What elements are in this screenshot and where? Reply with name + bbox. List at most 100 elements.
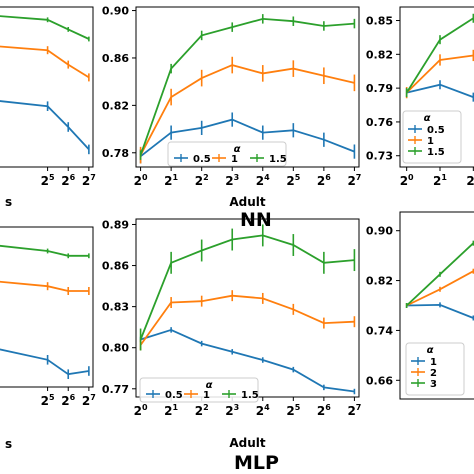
x-tick-label: 26 (317, 403, 331, 418)
row-title-mlp: MLP (234, 452, 279, 474)
chart-mlp-left: 25 26 27 s (0, 226, 96, 451)
series-line (0, 348, 90, 376)
x-tick-label: 26 (61, 173, 75, 188)
series-line (0, 45, 90, 79)
x-tick-label: 21 (164, 173, 178, 188)
x-tick-label: 25 (286, 173, 300, 188)
chart-nn-right: 0.73 0.76 0.79 0.82 0.85 20 21 22 α0.511.5 (366, 6, 474, 188)
y-tick-label: 0.86 (102, 260, 129, 273)
x-axis-label: Adult (229, 436, 266, 450)
x-tick-label: 21 (433, 173, 447, 188)
series-group (0, 244, 90, 379)
row-title-nn: NN (240, 209, 272, 231)
series-line-1 (139, 64, 355, 156)
y-tick-label: 0.79 (366, 82, 393, 95)
plot-frame (399, 211, 474, 400)
y-tick-label: 0.82 (366, 48, 393, 61)
y-tick-label: 0.83 (102, 301, 129, 314)
x-tick-label: 22 (466, 173, 474, 188)
legend-label: 1.5 (241, 390, 259, 401)
y-tick-label: 0.82 (102, 99, 129, 112)
legend-label: 1 (203, 390, 210, 401)
series-group (139, 224, 356, 395)
legend-label: 3 (430, 379, 437, 390)
y-tick-label: 0.66 (366, 374, 393, 387)
plot-frame (0, 226, 94, 388)
x-tick-label: 24 (256, 403, 270, 418)
y-tick-label: 0.90 (102, 5, 129, 18)
legend: α 0.5 1 1.5 (139, 377, 259, 403)
series-line-0.5 (140, 328, 355, 393)
legend-label: 1 (427, 136, 434, 147)
series-line (0, 15, 90, 40)
x-tick-label: 22 (195, 173, 209, 188)
legend-title: α (424, 113, 431, 124)
series-line (0, 244, 89, 257)
y-tick-label: 0.76 (366, 116, 393, 129)
x-tick-label: 22 (195, 403, 209, 418)
series-line-1.5 (139, 17, 355, 156)
legend-box (405, 342, 465, 396)
chart-mlp-adult: 0.77 0.80 0.83 0.86 0.89 20 21 22 23 24 25 26 27 Adul… (102, 218, 362, 450)
x-axis-label: s (5, 437, 12, 451)
legend-label: 0.5 (165, 390, 183, 401)
series-group (405, 240, 474, 321)
x-tick-label: 21 (164, 403, 178, 418)
legend-label: 1 (231, 154, 238, 165)
chart-nn-left: 25 26 27 s (0, 6, 96, 209)
series-line-1.5 (139, 234, 355, 340)
x-axis-label: Adult (229, 195, 266, 209)
plot-frame (135, 6, 360, 168)
legend-label: 0.5 (193, 154, 211, 165)
series-group (405, 13, 474, 102)
y-tick-label: 0.78 (102, 147, 129, 160)
series-group (0, 15, 90, 155)
x-tick-label: 27 (347, 403, 361, 418)
series-line-1 (139, 294, 355, 346)
legend-label: 1.5 (269, 154, 287, 165)
y-tick-label: 0.86 (102, 52, 129, 65)
legend-label: 2 (430, 368, 437, 379)
legend-title: α (206, 380, 213, 391)
x-tick-label: 27 (347, 173, 361, 188)
x-tick-label: 20 (134, 403, 148, 418)
y-tick-label: 0.77 (102, 383, 129, 396)
x-tick-label: 27 (82, 393, 96, 408)
y-tick-label: 0.89 (102, 218, 129, 231)
plot-frame (135, 218, 360, 398)
series-line (0, 100, 90, 151)
x-tick-label: 25 (41, 393, 55, 408)
legend: α 0.5 1 1.5 (167, 141, 287, 167)
x-tick-label: 25 (41, 173, 55, 188)
plot-frame (0, 6, 94, 168)
legend-label: 0.5 (427, 125, 445, 136)
x-tick-label: 24 (256, 173, 270, 188)
legend-title: α (427, 345, 434, 356)
x-tick-label: 27 (82, 173, 96, 188)
legend-box (402, 110, 462, 164)
x-tick-label: 23 (225, 403, 239, 418)
x-tick-label: 25 (286, 403, 300, 418)
y-tick-label: 0.85 (366, 15, 393, 28)
y-tick-label: 0.74 (366, 324, 393, 337)
plot-frame (399, 6, 474, 168)
series-line (0, 280, 89, 292)
legend: α0.511.5 (402, 110, 462, 164)
x-axis-label: s (5, 195, 12, 209)
x-tick-label: 26 (317, 173, 331, 188)
x-tick-label: 20 (400, 173, 414, 188)
y-tick-label: 0.90 (366, 225, 393, 238)
y-tick-label: 0.73 (366, 150, 393, 163)
series-line-0.5 (140, 118, 355, 158)
y-tick-label: 0.82 (366, 275, 393, 288)
legend-label: 1.5 (427, 147, 445, 158)
x-tick-label: 20 (134, 173, 148, 188)
x-tick-label: 23 (225, 173, 239, 188)
legend-title: α (234, 144, 241, 155)
legend-label: 1 (430, 357, 437, 368)
x-tick-label: 26 (61, 393, 75, 408)
y-tick-label: 0.80 (102, 342, 129, 355)
